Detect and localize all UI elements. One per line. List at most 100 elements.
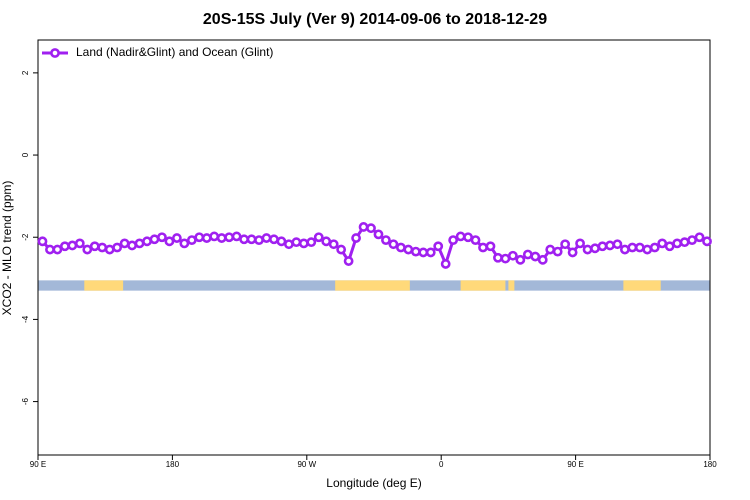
data-point <box>291 237 302 248</box>
data-point <box>440 259 451 269</box>
data-point <box>373 229 384 240</box>
data-point <box>298 238 309 249</box>
data-point <box>694 232 705 243</box>
data-point <box>254 235 264 246</box>
data-point <box>507 250 518 261</box>
data-point <box>485 241 496 252</box>
land-strip <box>335 280 410 291</box>
data-point <box>560 239 571 250</box>
data-point <box>194 232 205 243</box>
data-point <box>261 233 272 243</box>
data-point <box>403 244 414 255</box>
data-point <box>351 233 361 243</box>
data-point <box>157 232 167 243</box>
data-point <box>164 236 175 247</box>
data-point <box>52 244 63 255</box>
data-point <box>201 233 212 243</box>
data-point <box>97 242 108 253</box>
data-point <box>104 244 115 255</box>
data-point <box>575 238 585 249</box>
data-point <box>395 242 406 253</box>
data-point <box>500 253 511 264</box>
data-point <box>545 244 556 255</box>
chart-title: 20S-15S July (Ver 9) 2014-09-06 to 2018-… <box>203 11 547 28</box>
x-axis-label: Longitude (deg E) <box>326 476 421 490</box>
data-point <box>269 234 279 245</box>
data-point <box>336 244 347 255</box>
data-point <box>478 242 488 253</box>
y-tick-label: -4 <box>21 315 30 323</box>
land-strip <box>460 280 506 291</box>
data-point <box>627 242 638 253</box>
data-point <box>209 231 220 242</box>
data-point <box>59 241 70 252</box>
data-point <box>127 240 137 251</box>
data-point <box>134 238 145 249</box>
data-point <box>455 231 466 242</box>
y-tick-label: 0 <box>21 152 30 157</box>
data-point <box>343 256 354 266</box>
y-tick-label: 2 <box>21 70 30 75</box>
data-point <box>276 236 287 247</box>
data-point <box>216 233 227 243</box>
data-point <box>142 236 152 247</box>
data-point <box>605 240 615 251</box>
data-point <box>537 254 548 265</box>
data-point <box>67 240 78 251</box>
x-tick-label: 180 <box>703 460 717 469</box>
data-point <box>171 233 182 243</box>
x-tick-label: 90 E <box>30 460 46 469</box>
data-point <box>552 246 563 257</box>
plot-frame <box>37 39 711 456</box>
legend-label: Land (Nadir&Glint) and Ocean (Glint) <box>76 45 273 59</box>
data-point <box>657 238 668 249</box>
data-point <box>634 242 645 253</box>
data-point <box>664 241 675 252</box>
data-point <box>321 236 332 247</box>
data-point <box>679 237 690 248</box>
data-point <box>522 249 533 260</box>
data-point <box>425 247 436 258</box>
x-tick-label: 0 <box>439 460 444 469</box>
data-point <box>358 222 369 232</box>
data-point <box>313 232 324 243</box>
data-point <box>45 244 55 255</box>
data-point <box>246 234 257 245</box>
data-point <box>582 244 593 255</box>
data-point <box>149 234 160 245</box>
data-point <box>672 238 683 249</box>
data-point <box>649 242 660 253</box>
x-tick-label: 180 <box>166 460 180 469</box>
data-point <box>239 234 249 245</box>
data-point <box>642 244 653 255</box>
data-point <box>530 251 541 262</box>
data-point <box>388 239 399 250</box>
data-point <box>82 244 93 255</box>
data-point <box>433 241 444 252</box>
data-point <box>186 235 197 246</box>
data-point <box>112 242 123 253</box>
data-point <box>306 237 317 248</box>
data-point <box>612 239 623 250</box>
data-point <box>619 244 630 255</box>
data-point <box>493 252 503 263</box>
data-point <box>179 238 190 249</box>
y-tick-label: -2 <box>21 233 30 241</box>
data-point <box>328 239 339 250</box>
data-point <box>283 239 294 250</box>
data-point <box>366 223 376 234</box>
data-point <box>37 236 48 247</box>
data-point <box>418 247 429 258</box>
data-point <box>463 232 473 243</box>
data-point <box>590 243 600 254</box>
data-point <box>702 236 712 247</box>
data-point <box>381 235 391 246</box>
data-point <box>89 241 100 252</box>
land-strip <box>623 280 661 291</box>
x-tick-label: 90 W <box>297 460 316 469</box>
land-strip <box>84 280 124 291</box>
data-point <box>597 241 608 252</box>
data-point <box>74 238 85 249</box>
data-point <box>231 231 242 242</box>
